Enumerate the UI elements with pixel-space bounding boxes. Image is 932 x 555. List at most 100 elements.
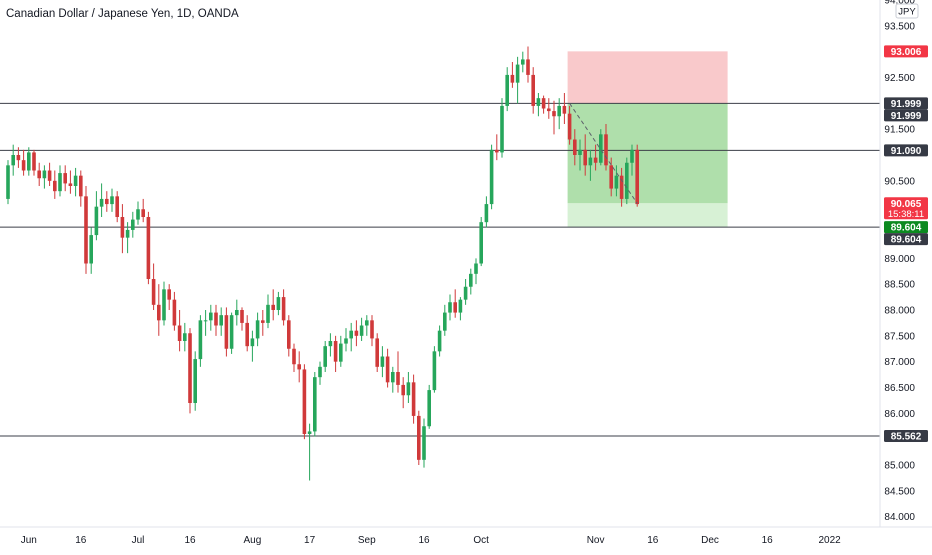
y-tick-label: 87.000 bbox=[884, 357, 915, 368]
x-tick-label: Dec bbox=[701, 535, 719, 546]
candle-body bbox=[157, 304, 161, 321]
candle-body bbox=[307, 431, 312, 434]
currency-label: JPY bbox=[898, 7, 916, 18]
candle-body bbox=[79, 175, 83, 197]
candle-body bbox=[271, 304, 275, 310]
candle-body bbox=[385, 356, 390, 383]
x-tick-label: 16 bbox=[75, 535, 87, 546]
candle-body bbox=[37, 170, 41, 179]
y-tick-label: 84.500 bbox=[884, 486, 915, 497]
candle-body bbox=[541, 98, 546, 109]
x-tick-label: 2022 bbox=[818, 535, 841, 546]
candle-body bbox=[261, 320, 265, 323]
candle-body bbox=[614, 175, 619, 189]
candle-body bbox=[432, 351, 437, 391]
price-tag-label: 89.604 bbox=[891, 223, 922, 234]
candle-body bbox=[53, 180, 57, 192]
price-tag-label: 90.065 bbox=[891, 199, 922, 210]
candle-body bbox=[47, 170, 52, 181]
y-tick-label: 88.000 bbox=[884, 306, 915, 317]
candle-body bbox=[573, 139, 577, 155]
candle-body bbox=[422, 426, 426, 460]
candle-body bbox=[406, 382, 411, 396]
price-tag-4 bbox=[884, 197, 928, 220]
price-tag-label: 93.006 bbox=[891, 47, 922, 58]
candle-body bbox=[370, 320, 374, 339]
candle-body bbox=[484, 204, 489, 223]
time-axis[interactable] bbox=[0, 527, 880, 550]
price-tag-label: 91.999 bbox=[891, 111, 922, 122]
candle-body bbox=[391, 372, 395, 383]
y-tick-label: 93.500 bbox=[884, 21, 915, 32]
candle-body bbox=[235, 310, 239, 316]
candle-body bbox=[437, 330, 442, 352]
candle-body bbox=[333, 341, 338, 362]
candle-body bbox=[588, 157, 593, 166]
candle-body bbox=[474, 263, 478, 274]
candle-body bbox=[209, 312, 213, 321]
candle-body bbox=[463, 286, 468, 300]
price-tag-label: 89.604 bbox=[891, 235, 922, 246]
candle-body bbox=[16, 155, 21, 161]
candle-body bbox=[349, 330, 353, 339]
x-tick-label: Oct bbox=[473, 535, 489, 546]
candle-body bbox=[318, 366, 322, 378]
candle-body bbox=[375, 338, 379, 367]
candle-body bbox=[120, 217, 125, 238]
candle-body bbox=[245, 322, 249, 347]
candle-body bbox=[536, 98, 541, 106]
candle-body bbox=[287, 320, 291, 349]
price-tag-label: 91.999 bbox=[891, 99, 922, 110]
candle-body bbox=[183, 333, 187, 341]
candle-body bbox=[219, 315, 223, 326]
price-tag-label: 85.562 bbox=[891, 431, 922, 442]
candle-body bbox=[172, 299, 177, 326]
currency-badge[interactable] bbox=[895, 3, 919, 19]
candle-body bbox=[42, 170, 47, 179]
candle-body bbox=[365, 320, 369, 326]
candle-body bbox=[531, 74, 535, 106]
candle-body bbox=[448, 302, 452, 313]
candle-body bbox=[453, 302, 457, 313]
candle-body bbox=[630, 149, 634, 163]
candle-body bbox=[562, 105, 567, 114]
x-tick-label: Jul bbox=[132, 535, 145, 546]
candle-body bbox=[599, 134, 603, 163]
candle-body bbox=[505, 74, 509, 106]
y-tick-label: 86.000 bbox=[884, 409, 915, 420]
candle-body bbox=[255, 320, 260, 339]
candle-body bbox=[328, 341, 333, 347]
candle-body bbox=[625, 162, 629, 199]
candle-body bbox=[323, 346, 327, 367]
candle-body bbox=[635, 149, 639, 205]
candle-body bbox=[99, 198, 104, 207]
candle-body bbox=[115, 196, 119, 217]
price-tag-0 bbox=[884, 45, 928, 58]
y-tick-label: 89.000 bbox=[884, 254, 915, 265]
candle-body bbox=[411, 382, 416, 416]
candle-body bbox=[105, 198, 109, 205]
candle-body bbox=[266, 304, 270, 323]
x-tick-label: Jun bbox=[21, 535, 37, 546]
candle-body bbox=[198, 320, 203, 360]
x-tick-label: Sep bbox=[358, 535, 376, 546]
candle-body bbox=[58, 173, 62, 192]
candle-body bbox=[593, 157, 598, 163]
candle-body bbox=[94, 206, 99, 236]
candle-body bbox=[313, 377, 317, 432]
chart-title: Canadian Dollar / Japanese Yen, 1D, OAND… bbox=[6, 8, 239, 20]
x-tick-label: Nov bbox=[587, 535, 605, 546]
y-tick-label: 84.000 bbox=[884, 512, 915, 523]
candle-body bbox=[214, 312, 218, 326]
price-tag-7 bbox=[884, 429, 928, 442]
candle-body bbox=[578, 149, 582, 155]
candle-body bbox=[583, 149, 587, 166]
price-tag-6 bbox=[884, 233, 928, 246]
x-tick-label: 16 bbox=[184, 535, 196, 546]
price-axis[interactable] bbox=[880, 0, 932, 550]
candle-body bbox=[292, 348, 296, 365]
x-tick-label: Aug bbox=[244, 535, 262, 546]
candle-body bbox=[110, 196, 114, 205]
